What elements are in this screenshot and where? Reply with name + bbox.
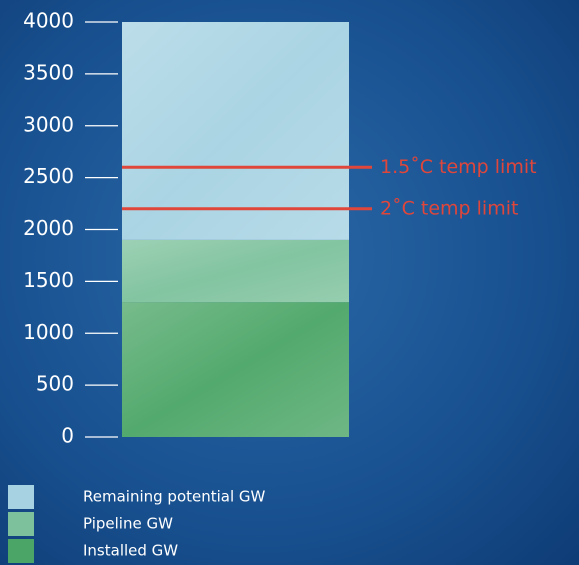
y-tick-label: 4000 [23, 9, 74, 33]
legend-swatch [8, 485, 34, 509]
legend-swatch [8, 512, 34, 536]
legend-label: Installed GW [83, 542, 178, 560]
y-tick-label: 2000 [23, 216, 74, 240]
y-tick-label: 0 [61, 424, 74, 448]
y-tick-label: 3000 [23, 112, 74, 136]
bar-sheen [122, 239, 349, 303]
bar-sheen [122, 302, 349, 437]
y-tick-label: 1500 [23, 268, 74, 292]
legend-label: Remaining potential GW [83, 488, 266, 506]
bar-sheen [122, 22, 349, 240]
y-tick-label: 500 [36, 372, 74, 396]
y-tick-label: 2500 [23, 164, 74, 188]
legend-label: Pipeline GW [83, 515, 173, 533]
y-tick-label: 1000 [23, 320, 74, 344]
reference-label: 1.5˚C temp limit [380, 156, 537, 178]
legend-swatch [8, 539, 34, 563]
y-tick-label: 3500 [23, 60, 74, 84]
reference-label: 2˚C temp limit [380, 197, 518, 219]
